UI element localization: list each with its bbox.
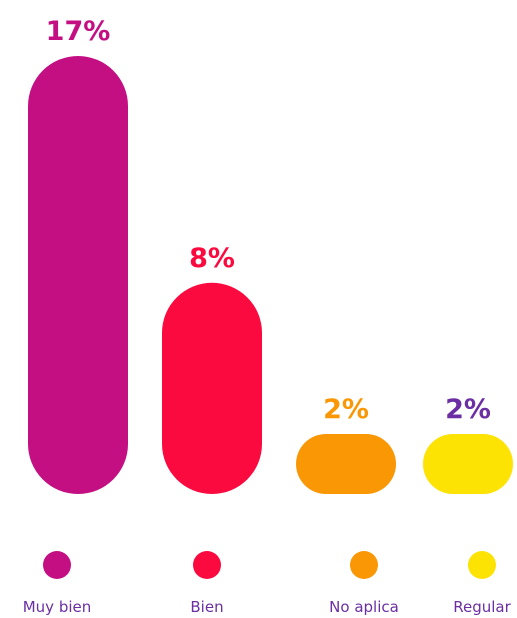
- bar-no-aplica: [296, 434, 396, 494]
- bars: [28, 56, 513, 494]
- value-labels: 17% 8% 2% 2%: [46, 16, 491, 425]
- legend-label-regular: Regular: [453, 598, 511, 616]
- value-label-muy-bien: 17%: [46, 16, 111, 47]
- bar-regular: [423, 434, 513, 494]
- bar-muy-bien: [28, 56, 128, 494]
- value-label-no-aplica: 2%: [323, 394, 369, 425]
- bar-bien: [162, 282, 262, 494]
- legend-dot-muy-bien: [43, 551, 71, 579]
- legend-dot-regular: [468, 551, 496, 579]
- value-label-bien: 8%: [189, 243, 235, 274]
- legend-dot-no-aplica: [350, 551, 378, 579]
- legend-label-bien: Bien: [190, 598, 223, 616]
- legend-label-muy-bien: Muy bien: [23, 598, 92, 616]
- value-label-regular: 2%: [445, 394, 491, 425]
- legend-label-no-aplica: No aplica: [329, 598, 399, 616]
- legend: Muy bien Bien No aplica Regular: [23, 551, 512, 616]
- legend-dot-bien: [193, 551, 221, 579]
